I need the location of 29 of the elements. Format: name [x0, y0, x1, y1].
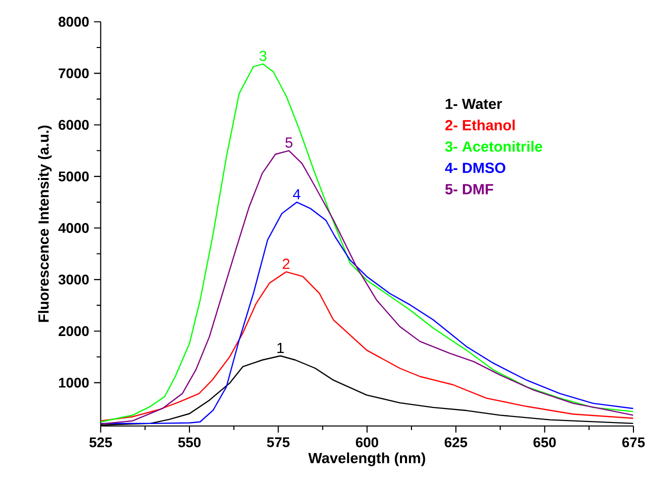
y-tick-label: 3000 — [58, 274, 89, 285]
annotation: 5 — [285, 137, 292, 148]
annotation: 1 — [277, 342, 284, 353]
line-series — [100, 271, 634, 422]
x-axis-title: Wavelength (nm) — [308, 452, 426, 466]
y-tick-label: 7000 — [58, 68, 89, 78]
text: 2- Ethanol — [445, 120, 515, 130]
y-axis-title: Fluorescence Intensity (a.u.) — [38, 126, 52, 322]
x-tick-label: 625 — [444, 437, 468, 448]
x-tick-label: 600 — [356, 437, 378, 448]
x-tick-label: 525 — [89, 437, 112, 448]
y-tick-label: 8000 — [58, 16, 89, 27]
text: 4- DMSO — [445, 162, 506, 174]
y-tick-label: 4000 — [58, 223, 89, 233]
text: 5- DMF — [445, 184, 494, 194]
annotation: 2 — [282, 258, 290, 269]
x-tick-label: 650 — [533, 437, 556, 448]
y-tick-label: 6000 — [58, 120, 89, 130]
text: 3- Acetonitrile — [445, 140, 542, 152]
line-series — [100, 63, 634, 422]
text: 1- Water — [446, 98, 502, 110]
y-tick-label: 5000 — [58, 171, 89, 182]
x-tick-label: 675 — [622, 437, 645, 448]
y-tick-label: 1000 — [59, 378, 89, 388]
annotation: 4 — [293, 189, 300, 200]
x-tick-label: 550 — [178, 437, 201, 448]
y-tick-label: 2000 — [58, 326, 89, 336]
x-tick-label: 575 — [267, 437, 290, 448]
annotation: 3 — [259, 50, 266, 62]
